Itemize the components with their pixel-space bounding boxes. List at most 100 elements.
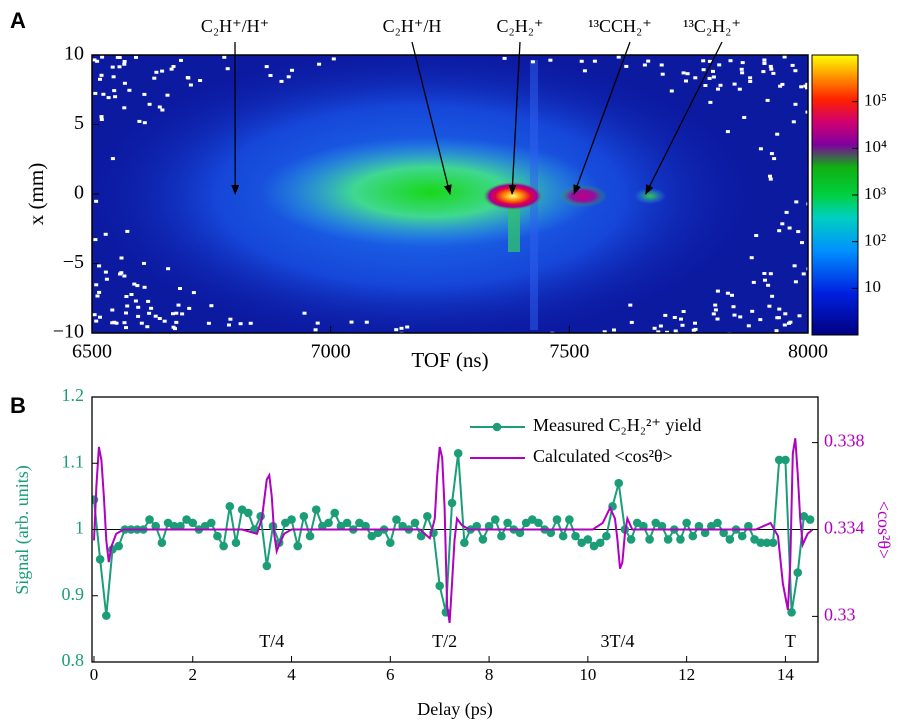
noise-pixel (663, 313, 668, 317)
noise-pixel (222, 55, 227, 59)
noise-pixel (97, 290, 102, 294)
noise-pixel (730, 293, 734, 297)
noise-pixel (624, 64, 629, 68)
data-point (92, 495, 99, 504)
x-axis-title: TOF (ns) (411, 348, 488, 372)
noise-pixel (711, 69, 715, 73)
noise-pixel (268, 74, 273, 77)
data-point (287, 515, 296, 524)
noise-pixel (768, 64, 773, 68)
annotation: C₂H⁺/H⁺ (201, 16, 269, 36)
noise-pixel (145, 325, 150, 329)
noise-pixel (171, 65, 176, 68)
noise-pixel (179, 58, 183, 62)
y-tick-label: 0.8 (62, 650, 85, 670)
noise-pixel (762, 61, 767, 65)
noise-pixel (165, 93, 170, 97)
noise-pixel (206, 321, 211, 325)
noise-pixel (680, 323, 685, 327)
noise-pixel (582, 69, 587, 73)
colorbar-frame (811, 54, 859, 336)
data-point (447, 498, 457, 508)
noise-pixel (315, 321, 320, 325)
colorbar-tick-label: 10⁵ (864, 91, 887, 110)
noise-pixel (669, 89, 674, 93)
noise-pixel (95, 59, 100, 63)
noise-pixel (754, 234, 759, 237)
noise-pixel (174, 320, 179, 324)
data-point (663, 535, 673, 544)
noise-pixel (750, 309, 755, 313)
noise-pixel (711, 75, 716, 79)
data-point (756, 538, 766, 548)
noise-pixel (769, 67, 774, 71)
noise-pixel (119, 256, 124, 260)
data-point (595, 538, 605, 548)
noise-pixel (796, 230, 801, 234)
noise-pixel (331, 57, 336, 61)
data-point (657, 521, 667, 531)
data-point (435, 581, 444, 591)
x-tick-label: 7500 (549, 341, 589, 363)
noise-pixel (122, 81, 127, 85)
noise-pixel (98, 77, 102, 81)
noise-pixel (790, 63, 795, 67)
noise-pixel (125, 304, 130, 308)
data-point (546, 528, 556, 538)
noise-pixel (768, 174, 772, 178)
noise-pixel (146, 299, 151, 303)
x-tick-label: 14 (777, 665, 795, 684)
noise-pixel (142, 121, 147, 125)
noise-pixel (139, 321, 144, 325)
noise-pixel (100, 55, 105, 59)
noise-pixel (793, 69, 798, 73)
data-point (299, 511, 309, 521)
noise-pixel (711, 312, 716, 316)
noise-pixel (122, 321, 127, 325)
data-point (725, 535, 735, 544)
noise-pixel (777, 307, 782, 311)
y-tick-label: 0.9 (62, 584, 85, 604)
noise-pixel (672, 316, 677, 319)
data-point (614, 478, 624, 488)
noise-pixel (782, 323, 787, 327)
noise-pixel (166, 267, 171, 271)
noise-pixel (142, 285, 147, 289)
legend-label: Measured C₂H₂²⁺ yield (533, 415, 701, 435)
noise-pixel (122, 106, 127, 110)
data-point (558, 531, 568, 541)
x-tick-label: 6500 (72, 341, 112, 363)
noise-pixel (160, 69, 165, 73)
noise-pixel (129, 293, 134, 296)
noise-pixel (658, 324, 663, 328)
y-axis-title: Signal (arb. units) (12, 465, 33, 594)
x-tick-label: 0 (90, 665, 99, 684)
annotation: 3T/4 (600, 631, 634, 651)
y-tick-label: 1.2 (62, 385, 85, 405)
data-point (176, 521, 185, 531)
noise-pixel (160, 108, 165, 112)
noise-pixel (685, 72, 690, 76)
annotation: T/2 (432, 631, 457, 651)
x-tick-label: 12 (678, 665, 695, 684)
noise-pixel (176, 303, 181, 307)
noise-pixel (133, 299, 138, 303)
noise-pixel (766, 283, 771, 287)
noise-pixel (616, 55, 621, 59)
noise-pixel (103, 232, 108, 236)
noise-pixel (708, 100, 713, 104)
noise-pixel (127, 88, 132, 92)
data-point (169, 521, 179, 531)
noise-pixel (93, 91, 98, 95)
noise-pixel (797, 314, 802, 318)
noise-pixel (117, 65, 122, 69)
data-point (386, 538, 395, 548)
noise-pixel (136, 305, 141, 309)
data-point (188, 518, 198, 528)
noise-pixel (103, 270, 108, 274)
noise-pixel (186, 76, 191, 80)
noise (92, 55, 808, 333)
noise-pixel (118, 272, 122, 276)
noise-pixel (548, 58, 553, 62)
noise-pixel (592, 59, 597, 63)
